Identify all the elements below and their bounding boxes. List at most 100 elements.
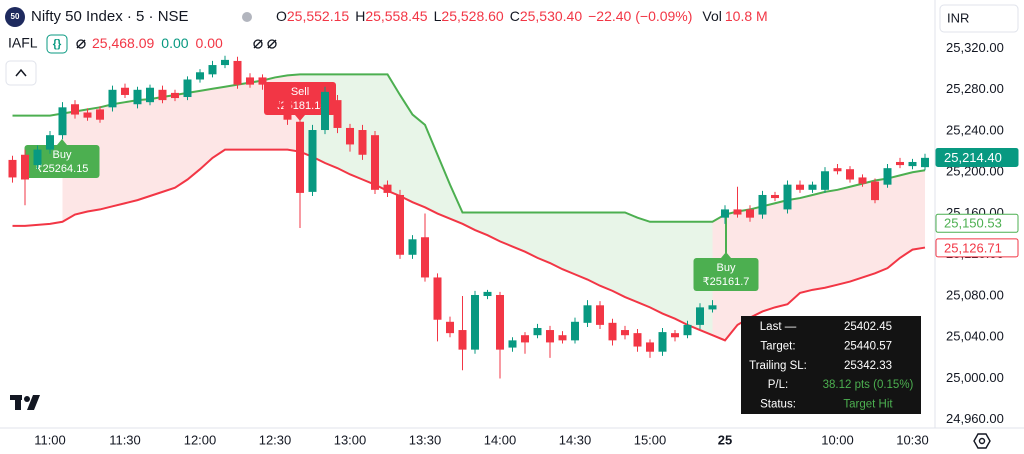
price-label: 25,214.40 [944,150,1002,165]
candle-body [183,79,192,98]
candle-body [58,107,67,136]
x-tick-label: 13:00 [334,432,367,447]
candle-body [608,322,617,341]
candle-body [708,305,717,310]
candle-body [621,330,629,336]
candle-body [646,342,654,352]
x-tick-label: 10:30 [896,432,929,447]
candle-body [133,89,142,105]
candle-body [46,135,54,150]
info-label: Last — [760,321,797,333]
candle-body [333,100,342,128]
currency-label: INR [947,10,969,25]
candle-body [146,87,154,103]
settings-icon[interactable] [973,433,991,449]
candle-body [796,184,804,190]
candle-body [583,305,592,323]
candle-body [96,109,104,120]
candle-body [346,127,354,145]
signal-price: ₹25181.15 [274,100,327,112]
info-label: Status: [760,399,796,411]
status-dot [242,12,252,22]
signal-label: Buy [53,149,72,161]
info-value: 25342.33 [844,360,892,372]
candle-body [808,184,817,190]
info-value: 38.12 pts (0.15%) [823,379,914,391]
collapse-button[interactable] [5,60,37,86]
candle-body [33,149,42,166]
candle-body [733,209,742,215]
candle-body [358,130,367,155]
candle-body [21,154,29,180]
x-tick-label: 25 [718,432,732,447]
indicator-line [12,148,926,342]
candle-body [8,159,17,178]
candle-body [746,209,754,218]
candle-body [846,169,854,180]
info-label: Target: [760,340,795,352]
info-value: 25440.57 [844,340,892,352]
price-label-box [935,238,1019,258]
candle-body [283,100,292,120]
candle-body [871,181,879,201]
signal-box [264,82,336,115]
candle-body [321,91,329,131]
ohlc-key: C [510,8,520,24]
candle-body [633,333,642,347]
indicator-name[interactable]: IAFL [8,35,38,51]
candle-body [596,305,604,325]
currency-select[interactable] [939,4,1019,33]
ohlc-value: 25,530.40 [520,8,582,24]
candle-body [771,194,779,199]
candle-body [571,321,579,341]
candle-body [721,209,729,218]
candle-body [208,65,217,75]
info-label: Trailing SL: [749,360,807,372]
candle-body [658,332,667,352]
candle-body [458,330,467,350]
y-tick-label: 25,200.00 [946,164,1004,179]
indicator-source-icon[interactable] [46,34,68,54]
candle-body [521,335,529,343]
y-tick-label: 25,080.00 [946,287,1004,302]
price-label: 25,150.53 [944,216,1002,231]
candle-body [433,277,442,320]
signal-price: ₹25161.7 [703,276,750,288]
signal-pointer [57,139,67,145]
x-tick-label: 15:00 [634,432,667,447]
candle-body [71,104,79,115]
x-tick-label: 13:30 [409,432,442,447]
hidden-value-icons [76,39,277,49]
x-tick-label: 12:30 [259,432,292,447]
signal-box [693,258,759,291]
y-tick-label: 25,280.00 [946,81,1004,96]
candle-body [921,157,929,168]
x-tick-label: 14:30 [559,432,592,447]
signal-box [24,145,100,178]
candle-body [471,294,479,350]
candle-body [121,87,129,95]
candle-body [271,87,279,108]
indicator-values: 25,468.09 0.00 0.00 [92,35,223,51]
ohlc-key: H [355,8,365,24]
symbol-title[interactable]: Nifty 50 Index · 5 · NSE [31,8,189,25]
candle-body [483,291,492,297]
plot-area: Buy ₹25264.15 Sell ₹25181.15 Buy ₹25161.7 [8,55,929,379]
y-tick-label: 25,240.00 [946,122,1004,137]
info-box [741,316,921,414]
candle-body [883,168,892,185]
candle-body [533,327,542,336]
info-value: 25402.45 [844,321,892,333]
info-label: P/L: [768,379,788,391]
band-fill [300,74,713,336]
x-tick-label: 12:00 [184,432,217,447]
x-tick-label: 14:00 [484,432,517,447]
indicator-source-text: {} [53,38,62,50]
candle-body [696,307,704,325]
ohlc-value: 25,552.15 [287,8,349,24]
candle-body [408,239,417,255]
candle-body [258,77,267,85]
signal-price: ₹25264.15 [36,163,89,175]
candle-body [858,177,867,184]
tradingview-logo [10,395,40,410]
